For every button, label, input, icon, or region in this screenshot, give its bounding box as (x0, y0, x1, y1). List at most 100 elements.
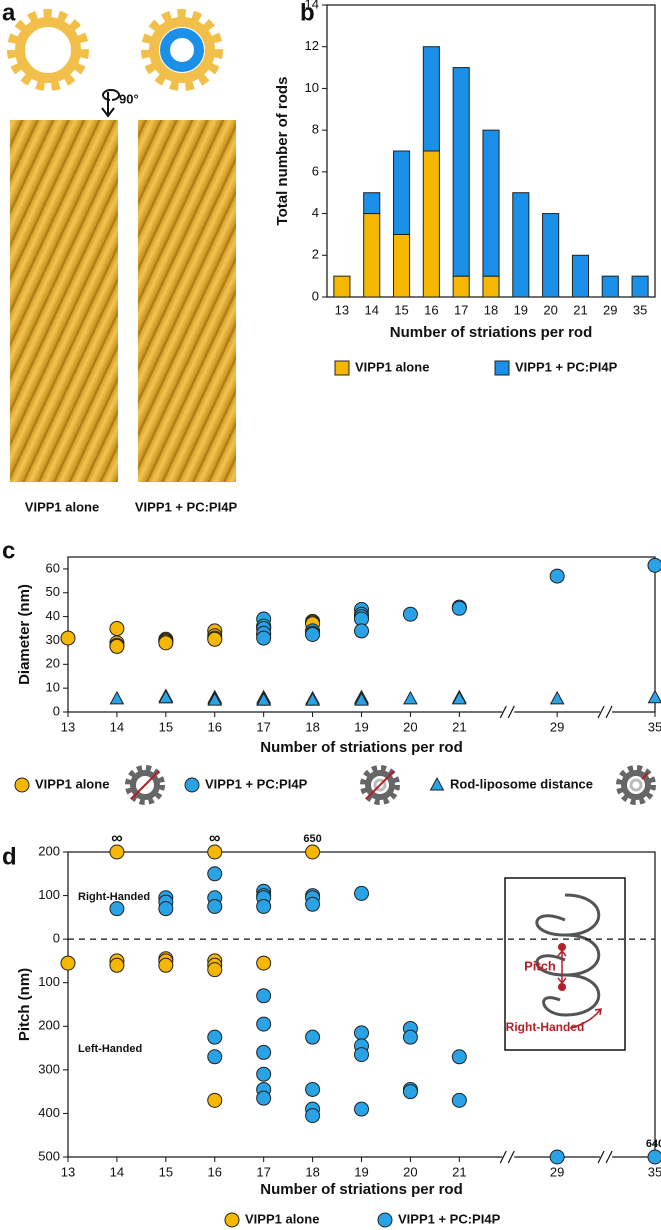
bar-segment (333, 275, 351, 298)
y-tick-label: 50 (46, 584, 60, 599)
bar-segment (601, 275, 619, 298)
x-tick-label: 29 (550, 719, 564, 734)
axis-break (600, 1151, 613, 1163)
y-tick-label: 0 (53, 703, 60, 718)
y-tick-label: 0 (312, 288, 319, 303)
annotation: 650 (303, 833, 321, 845)
rod-label: VIPP1 alone (25, 499, 99, 514)
x-tick-label: 15 (394, 302, 408, 317)
circle-point (207, 1049, 223, 1065)
x-tick-label: 19 (514, 302, 528, 317)
circle-point (109, 901, 125, 917)
y-axis-title: Diameter (nm) (16, 584, 33, 685)
y-tick-label: 6 (312, 163, 319, 178)
circle-point (256, 1016, 272, 1032)
circle-point (354, 1047, 369, 1063)
circle-point (451, 600, 467, 616)
circle-point (305, 896, 321, 912)
y-axis-title: Total number of rods (274, 77, 291, 226)
inset-label: Right-Handed (506, 1020, 585, 1034)
panel-label: c (2, 537, 15, 564)
circle-point (305, 844, 321, 860)
bar-segment (363, 213, 381, 298)
bar-segment (392, 150, 411, 235)
triangle-point (109, 690, 125, 705)
circle-point (354, 885, 369, 901)
legend-label: VIPP1 + PC:PI4P (515, 359, 618, 374)
circle-point (207, 844, 223, 860)
inset-label: Pitch (524, 958, 556, 973)
y-tick-label: 10 (305, 80, 319, 95)
y-tick-label: 12 (305, 38, 319, 53)
circle-point (207, 898, 223, 914)
bar-segment (452, 275, 470, 298)
x-tick-label: 35 (648, 1164, 661, 1179)
panel-label: d (2, 843, 17, 870)
rod-image (10, 120, 118, 482)
triangle-point (403, 690, 418, 705)
legend-label: VIPP1 + PC:PI4P (205, 776, 308, 791)
legend-swatch (334, 360, 350, 376)
circle-point (451, 1092, 467, 1108)
x-tick-label: 14 (110, 719, 124, 734)
circle-point (109, 844, 125, 860)
x-axis-title: Number of striations per rod (390, 324, 593, 341)
circle-point (354, 1101, 369, 1117)
x-axis-title: Number of striations per rod (260, 739, 463, 756)
x-tick-label: 19 (354, 719, 368, 734)
x-tick-label: 21 (452, 719, 466, 734)
circle-point (256, 630, 272, 646)
circle-point (402, 1029, 418, 1045)
x-tick-label: 16 (208, 1164, 222, 1179)
axis-break (499, 705, 515, 719)
y-tick-label: 8 (312, 122, 319, 137)
legend-icon (616, 765, 656, 805)
y-tick-label: 4 (312, 205, 319, 220)
circle-point (207, 866, 223, 882)
circle-point (305, 1081, 321, 1097)
x-tick-label: 18 (305, 1164, 319, 1179)
circle-point (256, 1090, 272, 1106)
legend-swatch (494, 360, 510, 376)
bar-segment (422, 46, 440, 152)
y-tick-label: 300 (38, 1061, 60, 1076)
legend-icon (125, 765, 165, 805)
circle-point (549, 568, 565, 584)
circle-point (647, 557, 661, 573)
circle-point (158, 957, 174, 973)
x-tick-label: 29 (603, 302, 617, 317)
triangle-point (549, 690, 565, 705)
x-tick-label: 18 (484, 302, 498, 317)
bar-segment (422, 150, 440, 298)
y-tick-label: 2 (312, 247, 319, 262)
circle-point (256, 898, 272, 914)
axis-break (597, 1150, 613, 1164)
rotation-label: 90° (119, 91, 139, 106)
rotate-arrow (101, 89, 120, 118)
circle-point (647, 1149, 661, 1165)
circle-point (256, 988, 272, 1004)
axis-break (600, 706, 613, 718)
x-tick-label: 17 (256, 719, 270, 734)
gear-empty (7, 9, 89, 91)
circle-point (256, 1044, 272, 1060)
legend-label: VIPP1 + PC:PI4P (398, 1211, 501, 1226)
gear-filled (141, 9, 223, 91)
axis-break (597, 705, 613, 719)
triangle-point (451, 690, 467, 705)
circle-point (354, 1025, 369, 1041)
annotation: 640 (646, 1138, 661, 1150)
annotation: ∞ (209, 830, 220, 847)
x-tick-label: 18 (305, 719, 319, 734)
pitch-arrow (557, 949, 567, 985)
x-tick-label: 14 (364, 302, 378, 317)
circle-point (207, 631, 223, 647)
circle-point (158, 635, 174, 651)
x-tick-label: 15 (159, 719, 173, 734)
legend-label: VIPP1 alone (35, 776, 109, 791)
y-tick-label: 200 (38, 843, 60, 858)
x-axis-title: Number of striations per rod (260, 1181, 463, 1198)
x-tick-label: 20 (403, 719, 417, 734)
bar-segment (482, 129, 500, 277)
hand-arrow (569, 1008, 602, 1029)
